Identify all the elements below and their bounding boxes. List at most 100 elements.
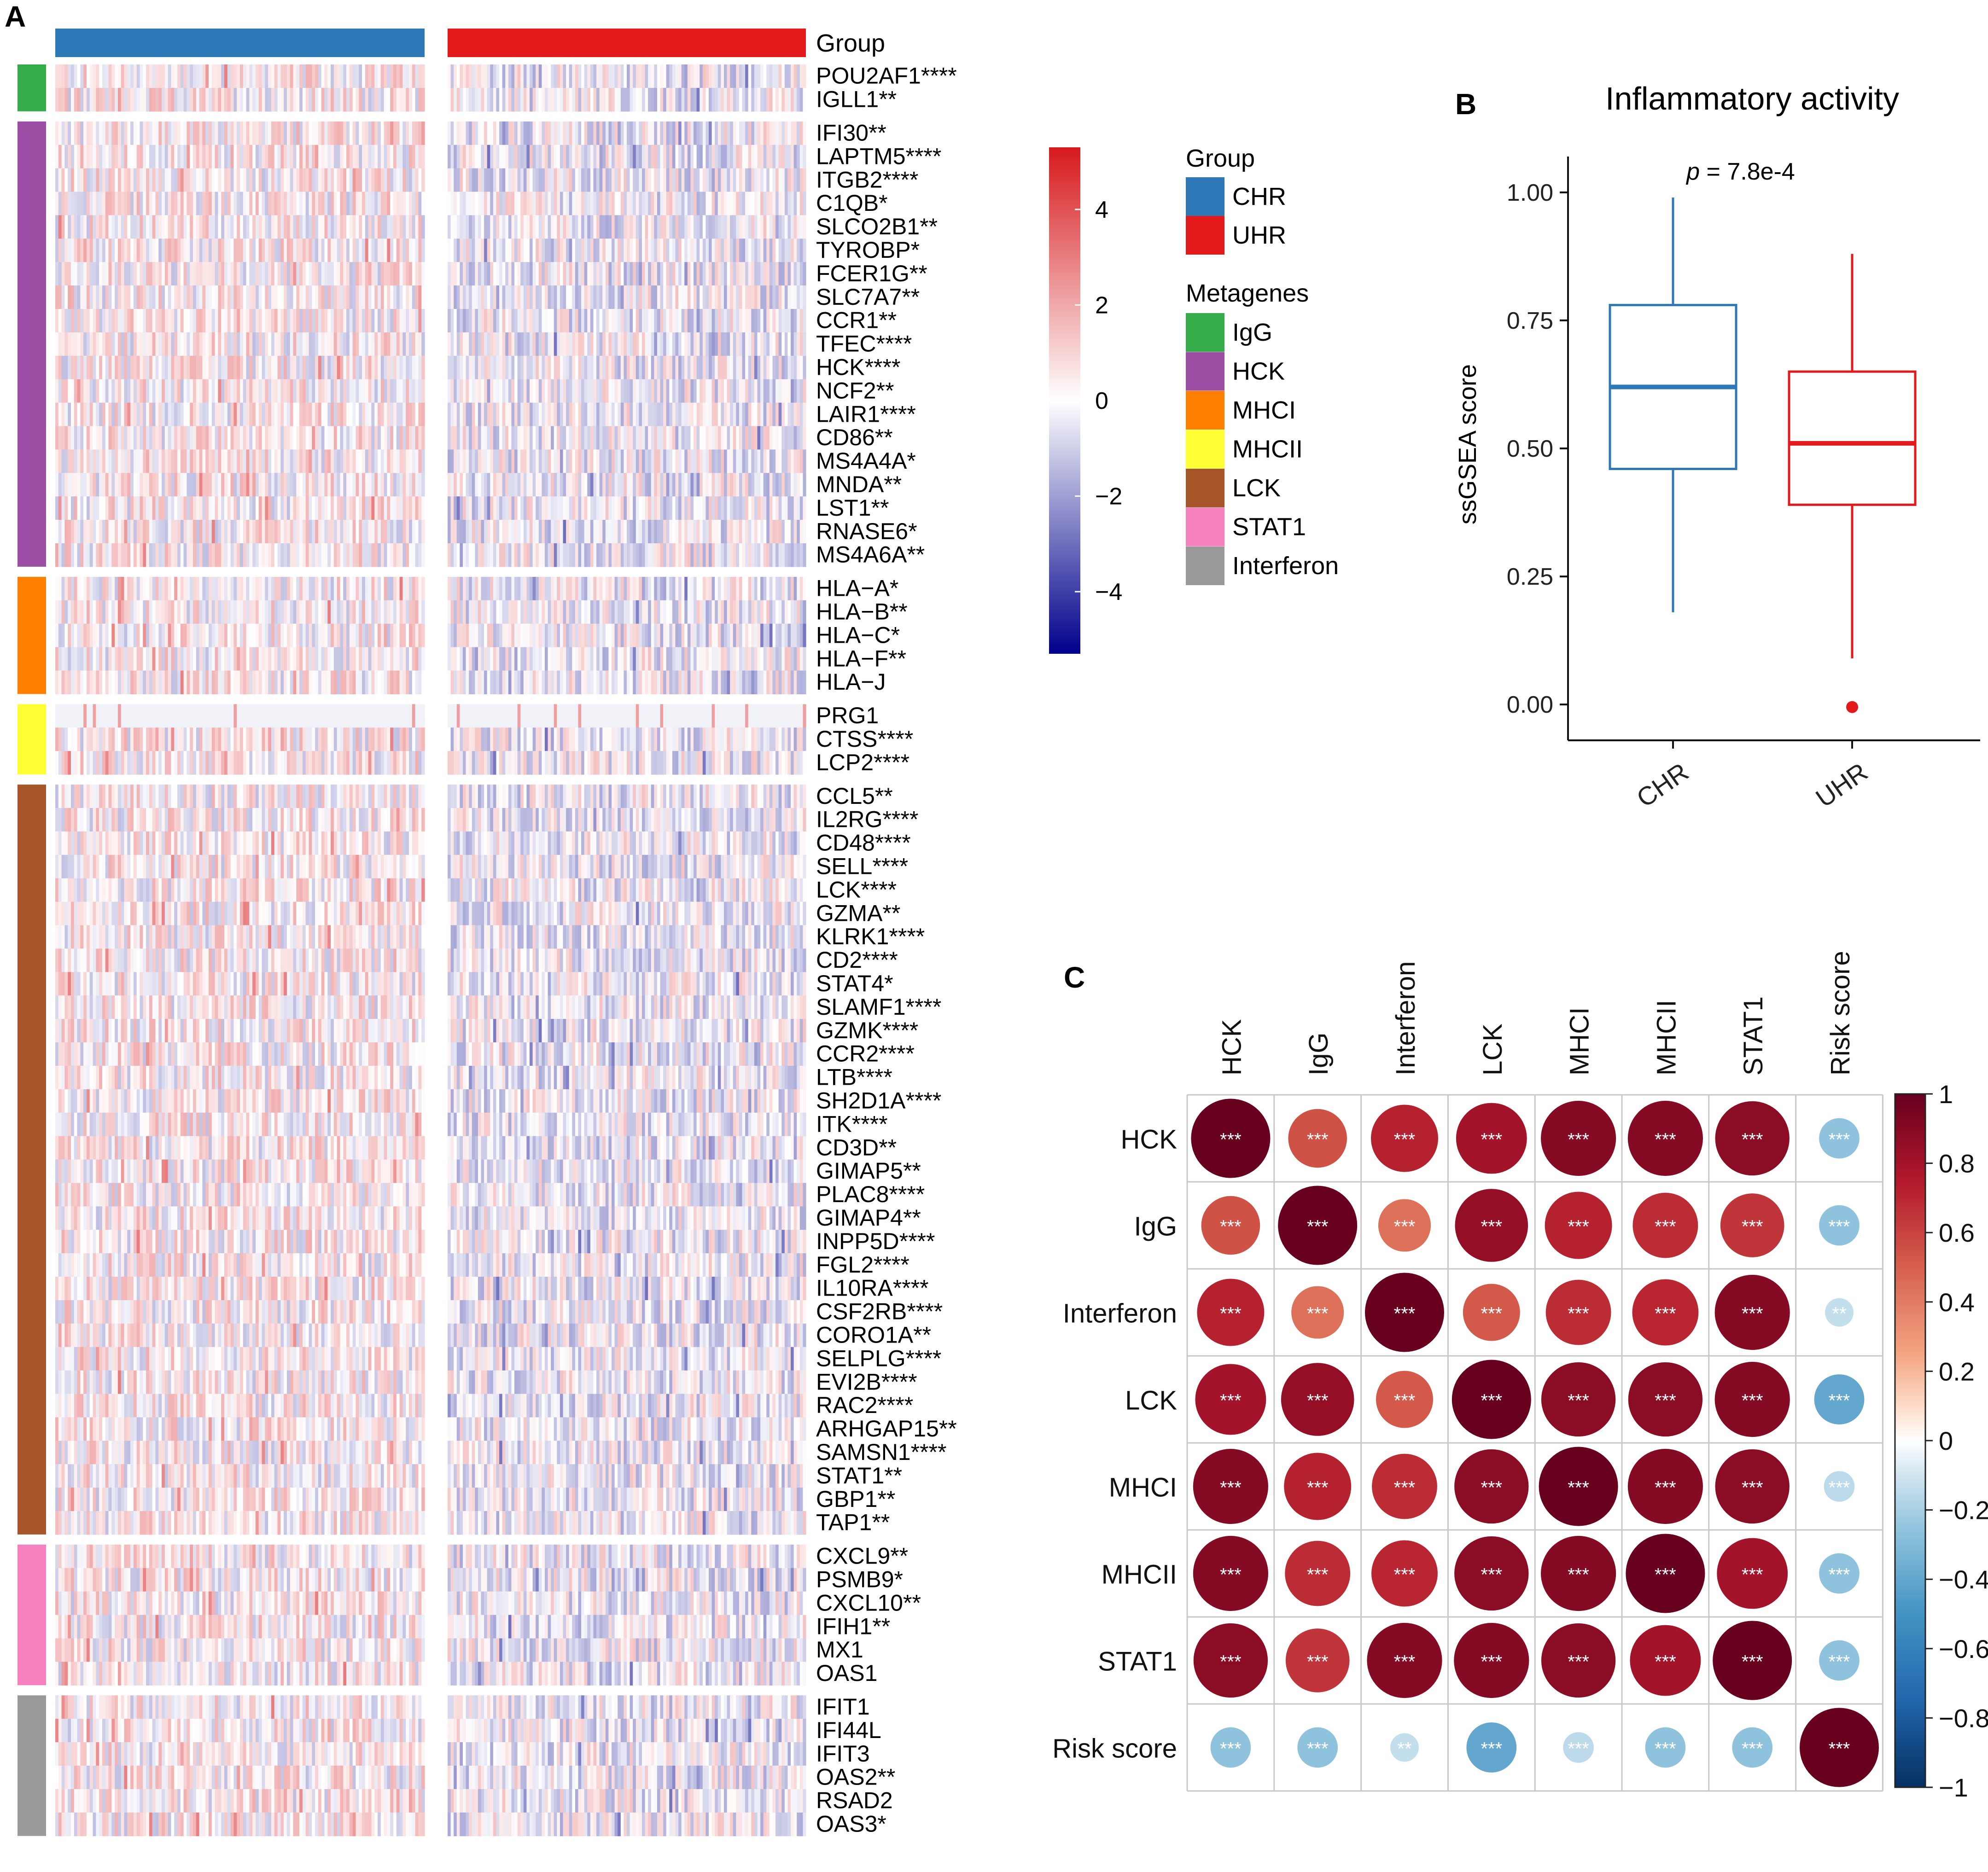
heatmap-cell <box>462 449 466 473</box>
heatmap-cell <box>155 543 159 567</box>
heatmap-cell <box>190 64 193 88</box>
heatmap-cell <box>466 473 469 497</box>
heatmap-cell <box>409 285 413 309</box>
heatmap-cell <box>218 262 222 286</box>
heatmap-cell <box>418 309 422 333</box>
heatmap-cell <box>605 355 609 380</box>
heatmap-cell <box>472 402 475 427</box>
heatmap-cell <box>143 355 146 380</box>
heatmap-cell <box>787 402 791 427</box>
heatmap-cell <box>340 355 344 380</box>
heatmap-cell <box>240 520 244 544</box>
heatmap-cell <box>93 473 96 497</box>
heatmap-cell <box>517 543 521 567</box>
heatmap-cell <box>599 332 603 356</box>
heatmap-cell <box>538 543 542 567</box>
heatmap-cell <box>700 145 703 169</box>
heatmap-cell <box>378 309 381 333</box>
heatmap-cell <box>168 192 172 215</box>
heatmap-cell <box>333 145 338 169</box>
heatmap-cell <box>554 121 557 145</box>
heatmap-cell <box>587 121 591 145</box>
heatmap-cell <box>641 332 646 356</box>
heatmap-cell <box>168 215 172 239</box>
heatmap-cell <box>669 238 673 262</box>
heatmap-cell <box>684 145 688 169</box>
heatmap-cell <box>55 473 59 497</box>
heatmap-cell <box>237 520 240 544</box>
heatmap-cell <box>757 520 761 544</box>
heatmap-cell <box>296 145 300 169</box>
heatmap-cell <box>215 285 219 309</box>
heatmap-cell <box>93 379 96 403</box>
heatmap-cell <box>393 309 397 333</box>
heatmap-cell <box>505 285 509 309</box>
heatmap-cell <box>757 379 761 403</box>
heatmap-cell <box>523 496 527 520</box>
heatmap-cell <box>115 87 118 112</box>
heatmap-cell <box>218 496 222 520</box>
heatmap-cell <box>778 449 782 473</box>
heatmap-cell <box>258 238 262 262</box>
heatmap-cell <box>365 473 369 497</box>
heatmap-cell <box>666 262 670 286</box>
heatmap-cell <box>490 520 494 544</box>
heatmap-cell <box>152 426 156 450</box>
heatmap-cell <box>387 64 391 88</box>
heatmap-cell <box>133 262 137 286</box>
heatmap-cell <box>211 215 216 239</box>
heatmap-cell <box>593 192 597 215</box>
heatmap-cell <box>384 543 388 567</box>
heatmap-cell <box>797 285 800 309</box>
heatmap-cell <box>460 87 463 112</box>
heatmap-cell <box>193 473 197 497</box>
heatmap-cell <box>690 262 694 286</box>
heatmap-cell <box>654 168 658 192</box>
heatmap-cell <box>249 145 253 169</box>
heatmap-cell <box>121 238 125 262</box>
heatmap-cell <box>717 426 721 450</box>
heatmap-cell <box>763 426 767 450</box>
heatmap-cell <box>218 309 222 333</box>
heatmap-cell <box>327 64 331 88</box>
heatmap-cell <box>315 402 319 427</box>
heatmap-cell <box>187 64 190 88</box>
heatmap-cell <box>754 496 758 520</box>
heatmap-cell <box>705 121 709 145</box>
heatmap-cell <box>202 402 206 427</box>
heatmap-cell <box>86 379 90 403</box>
heatmap-cell <box>356 543 359 567</box>
heatmap-cell <box>412 238 416 262</box>
heatmap-cell <box>456 402 460 427</box>
heatmap-cell <box>584 543 588 567</box>
heatmap-cell <box>149 192 153 215</box>
heatmap-cell <box>412 145 416 169</box>
heatmap-cell <box>478 496 482 520</box>
heatmap-cell <box>55 496 59 520</box>
heatmap-cell <box>415 262 419 286</box>
heatmap-cell <box>736 168 740 192</box>
heatmap-cell <box>136 64 140 88</box>
heatmap-cell <box>635 145 639 169</box>
heatmap-cell <box>121 426 125 450</box>
heatmap-cell <box>152 215 156 239</box>
heatmap-cell <box>68 309 71 333</box>
heatmap-cell <box>608 496 612 520</box>
heatmap-cell <box>614 262 618 286</box>
heatmap-cell <box>502 520 506 544</box>
heatmap-cell <box>469 121 472 145</box>
heatmap-cell <box>271 355 275 380</box>
heatmap-cell <box>511 543 515 567</box>
heatmap-cell <box>337 355 341 380</box>
heatmap-cell <box>302 355 306 380</box>
heatmap-cell <box>523 238 527 262</box>
heatmap-cell <box>149 426 153 450</box>
heatmap-cell <box>274 87 278 112</box>
heatmap-cell <box>196 402 200 427</box>
heatmap-cell <box>733 379 736 403</box>
heatmap-cell <box>775 262 779 286</box>
heatmap-cell <box>136 285 140 309</box>
heatmap-cell <box>612 285 615 309</box>
heatmap-cell <box>781 496 785 520</box>
heatmap-cell <box>396 145 400 169</box>
